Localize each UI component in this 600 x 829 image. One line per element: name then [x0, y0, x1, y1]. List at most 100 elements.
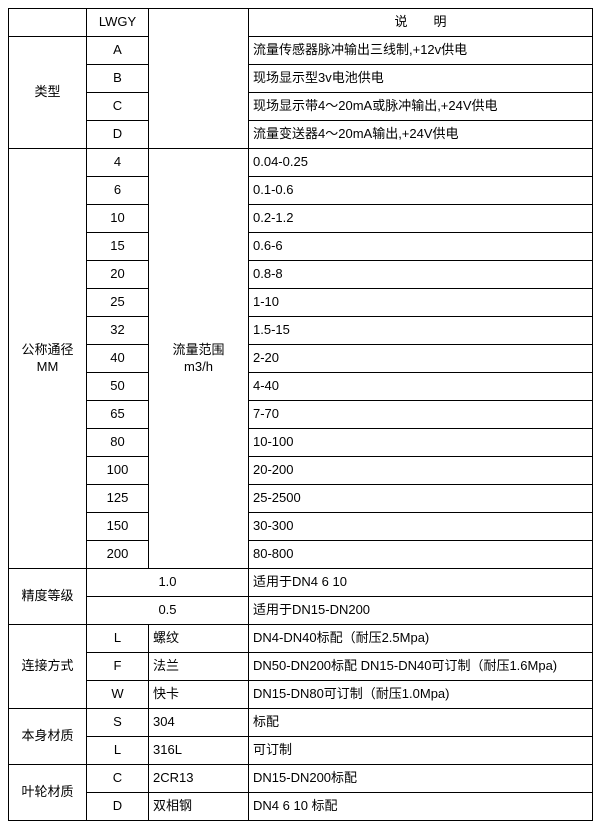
table-row: 20 0.8-8	[9, 261, 593, 289]
connection-code: F	[87, 653, 149, 681]
dn-range: 0.8-8	[249, 261, 593, 289]
dn-range-header: 流量范围m3/h	[149, 149, 249, 569]
dn-range: 7-70	[249, 401, 593, 429]
body-material-desc: 标配	[249, 709, 593, 737]
dn-range: 0.04-0.25	[249, 149, 593, 177]
dn-size: 4	[87, 149, 149, 177]
dn-size: 25	[87, 289, 149, 317]
dn-size: 6	[87, 177, 149, 205]
header-blank-merged	[149, 9, 249, 149]
type-label: 类型	[9, 37, 87, 149]
dn-range: 2-20	[249, 345, 593, 373]
table-row: 类型 A 流量传感器脉冲输出三线制,+12v供电	[9, 37, 593, 65]
body-material-label: 本身材质	[9, 709, 87, 765]
connection-name: 法兰	[149, 653, 249, 681]
dn-range: 1.5-15	[249, 317, 593, 345]
dn-size: 100	[87, 457, 149, 485]
dn-range: 80-800	[249, 541, 593, 569]
table-row: W 快卡 DN15-DN80可订制（耐压1.0Mpa)	[9, 681, 593, 709]
table-row: 125 25-2500	[9, 485, 593, 513]
impeller-material-label: 叶轮材质	[9, 765, 87, 821]
table-row: 6 0.1-0.6	[9, 177, 593, 205]
type-desc: 流量变送器4～20mA输出,+24V供电	[249, 121, 593, 149]
dn-range: 10-100	[249, 429, 593, 457]
dn-range: 1-10	[249, 289, 593, 317]
table-row: 50 4-40	[9, 373, 593, 401]
accuracy-label: 精度等级	[9, 569, 87, 625]
body-material-desc: 可订制	[249, 737, 593, 765]
type-code: B	[87, 65, 149, 93]
connection-code: L	[87, 625, 149, 653]
connection-code: W	[87, 681, 149, 709]
body-material-code: S	[87, 709, 149, 737]
table-row: C 现场显示带4～20mA或脉冲输出,+24V供电	[9, 93, 593, 121]
dn-range: 30-300	[249, 513, 593, 541]
type-desc: 现场显示带4～20mA或脉冲输出,+24V供电	[249, 93, 593, 121]
accuracy-desc: 适用于DN4 6 10	[249, 569, 593, 597]
dn-size: 50	[87, 373, 149, 401]
table-row: 精度等级 1.0 适用于DN4 6 10	[9, 569, 593, 597]
dn-size: 15	[87, 233, 149, 261]
type-code: D	[87, 121, 149, 149]
dn-size: 150	[87, 513, 149, 541]
table-row: 100.2-1.2	[9, 205, 593, 233]
table-row: 40 2-20	[9, 345, 593, 373]
dn-size: 32	[87, 317, 149, 345]
spec-table: LWGY 说 明 类型 A 流量传感器脉冲输出三线制,+12v供电 B 现场显示…	[8, 8, 593, 821]
table-row: L 316L 可订制	[9, 737, 593, 765]
type-desc: 现场显示型3v电池供电	[249, 65, 593, 93]
table-row: B 现场显示型3v电池供电	[9, 65, 593, 93]
table-row: 150.6-6	[9, 233, 593, 261]
dn-range: 20-200	[249, 457, 593, 485]
dn-label: 公称通径MM	[9, 149, 87, 569]
body-material-name: 304	[149, 709, 249, 737]
impeller-material-code: D	[87, 793, 149, 821]
dn-size: 20	[87, 261, 149, 289]
accuracy-val: 0.5	[87, 597, 249, 625]
dn-size: 40	[87, 345, 149, 373]
dn-range: 25-2500	[249, 485, 593, 513]
type-desc: 流量传感器脉冲输出三线制,+12v供电	[249, 37, 593, 65]
table-row: 25 1-10	[9, 289, 593, 317]
table-row: 连接方式 L 螺纹 DN4-DN40标配（耐压2.5Mpa)	[9, 625, 593, 653]
table-row: F 法兰 DN50-DN200标配 DN15-DN40可订制（耐压1.6Mpa)	[9, 653, 593, 681]
header-lwgy: LWGY	[87, 9, 149, 37]
connection-name: 快卡	[149, 681, 249, 709]
type-code: A	[87, 37, 149, 65]
connection-label: 连接方式	[9, 625, 87, 709]
dn-range: 0.2-1.2	[249, 205, 593, 233]
table-row: 80 10-100	[9, 429, 593, 457]
impeller-material-desc: DN4 6 10 标配	[249, 793, 593, 821]
dn-size: 80	[87, 429, 149, 457]
table-row: 0.5 适用于DN15-DN200	[9, 597, 593, 625]
table-row: 本身材质 S 304 标配	[9, 709, 593, 737]
table-row: D 双相钢 DN4 6 10 标配	[9, 793, 593, 821]
body-material-name: 316L	[149, 737, 249, 765]
impeller-material-code: C	[87, 765, 149, 793]
dn-range: 4-40	[249, 373, 593, 401]
dn-size: 125	[87, 485, 149, 513]
table-row: 657-70	[9, 401, 593, 429]
impeller-material-desc: DN15-DN200标配	[249, 765, 593, 793]
dn-range: 0.1-0.6	[249, 177, 593, 205]
connection-desc: DN50-DN200标配 DN15-DN40可订制（耐压1.6Mpa)	[249, 653, 593, 681]
header-desc: 说 明	[249, 9, 593, 37]
table-row: 200 80-800	[9, 541, 593, 569]
dn-size: 200	[87, 541, 149, 569]
connection-desc: DN15-DN80可订制（耐压1.0Mpa)	[249, 681, 593, 709]
table-row: 公称通径MM 4 流量范围m3/h 0.04-0.25	[9, 149, 593, 177]
connection-name: 螺纹	[149, 625, 249, 653]
connection-desc: DN4-DN40标配（耐压2.5Mpa)	[249, 625, 593, 653]
impeller-material-name: 双相钢	[149, 793, 249, 821]
body-material-code: L	[87, 737, 149, 765]
impeller-material-name: 2CR13	[149, 765, 249, 793]
table-row: 叶轮材质 C 2CR13 DN15-DN200标配	[9, 765, 593, 793]
table-row: D 流量变送器4～20mA输出,+24V供电	[9, 121, 593, 149]
table-row: 150 30-300	[9, 513, 593, 541]
header-blank1	[9, 9, 87, 37]
table-row: 100 20-200	[9, 457, 593, 485]
table-row-header: LWGY 说 明	[9, 9, 593, 37]
table-row: 32 1.5-15	[9, 317, 593, 345]
type-code: C	[87, 93, 149, 121]
accuracy-val: 1.0	[87, 569, 249, 597]
